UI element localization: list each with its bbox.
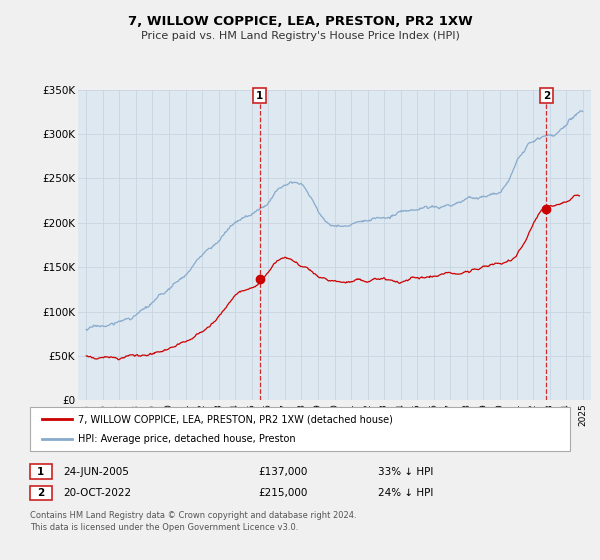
Text: 1: 1 xyxy=(256,91,263,101)
Text: 2: 2 xyxy=(37,488,44,498)
Text: 1: 1 xyxy=(37,466,44,477)
Text: 7, WILLOW COPPICE, LEA, PRESTON, PR2 1XW (detached house): 7, WILLOW COPPICE, LEA, PRESTON, PR2 1XW… xyxy=(78,414,393,424)
Text: 24% ↓ HPI: 24% ↓ HPI xyxy=(378,488,433,498)
Text: HPI: Average price, detached house, Preston: HPI: Average price, detached house, Pres… xyxy=(78,433,296,444)
Text: 20-OCT-2022: 20-OCT-2022 xyxy=(63,488,131,498)
Text: 2: 2 xyxy=(542,91,550,101)
Text: £215,000: £215,000 xyxy=(258,488,307,498)
Text: Price paid vs. HM Land Registry's House Price Index (HPI): Price paid vs. HM Land Registry's House … xyxy=(140,31,460,41)
Text: 24-JUN-2005: 24-JUN-2005 xyxy=(63,466,129,477)
Text: 7, WILLOW COPPICE, LEA, PRESTON, PR2 1XW: 7, WILLOW COPPICE, LEA, PRESTON, PR2 1XW xyxy=(128,15,472,28)
Text: Contains HM Land Registry data © Crown copyright and database right 2024.: Contains HM Land Registry data © Crown c… xyxy=(30,511,356,520)
Text: 33% ↓ HPI: 33% ↓ HPI xyxy=(378,466,433,477)
Text: This data is licensed under the Open Government Licence v3.0.: This data is licensed under the Open Gov… xyxy=(30,523,298,532)
Text: £137,000: £137,000 xyxy=(258,466,307,477)
